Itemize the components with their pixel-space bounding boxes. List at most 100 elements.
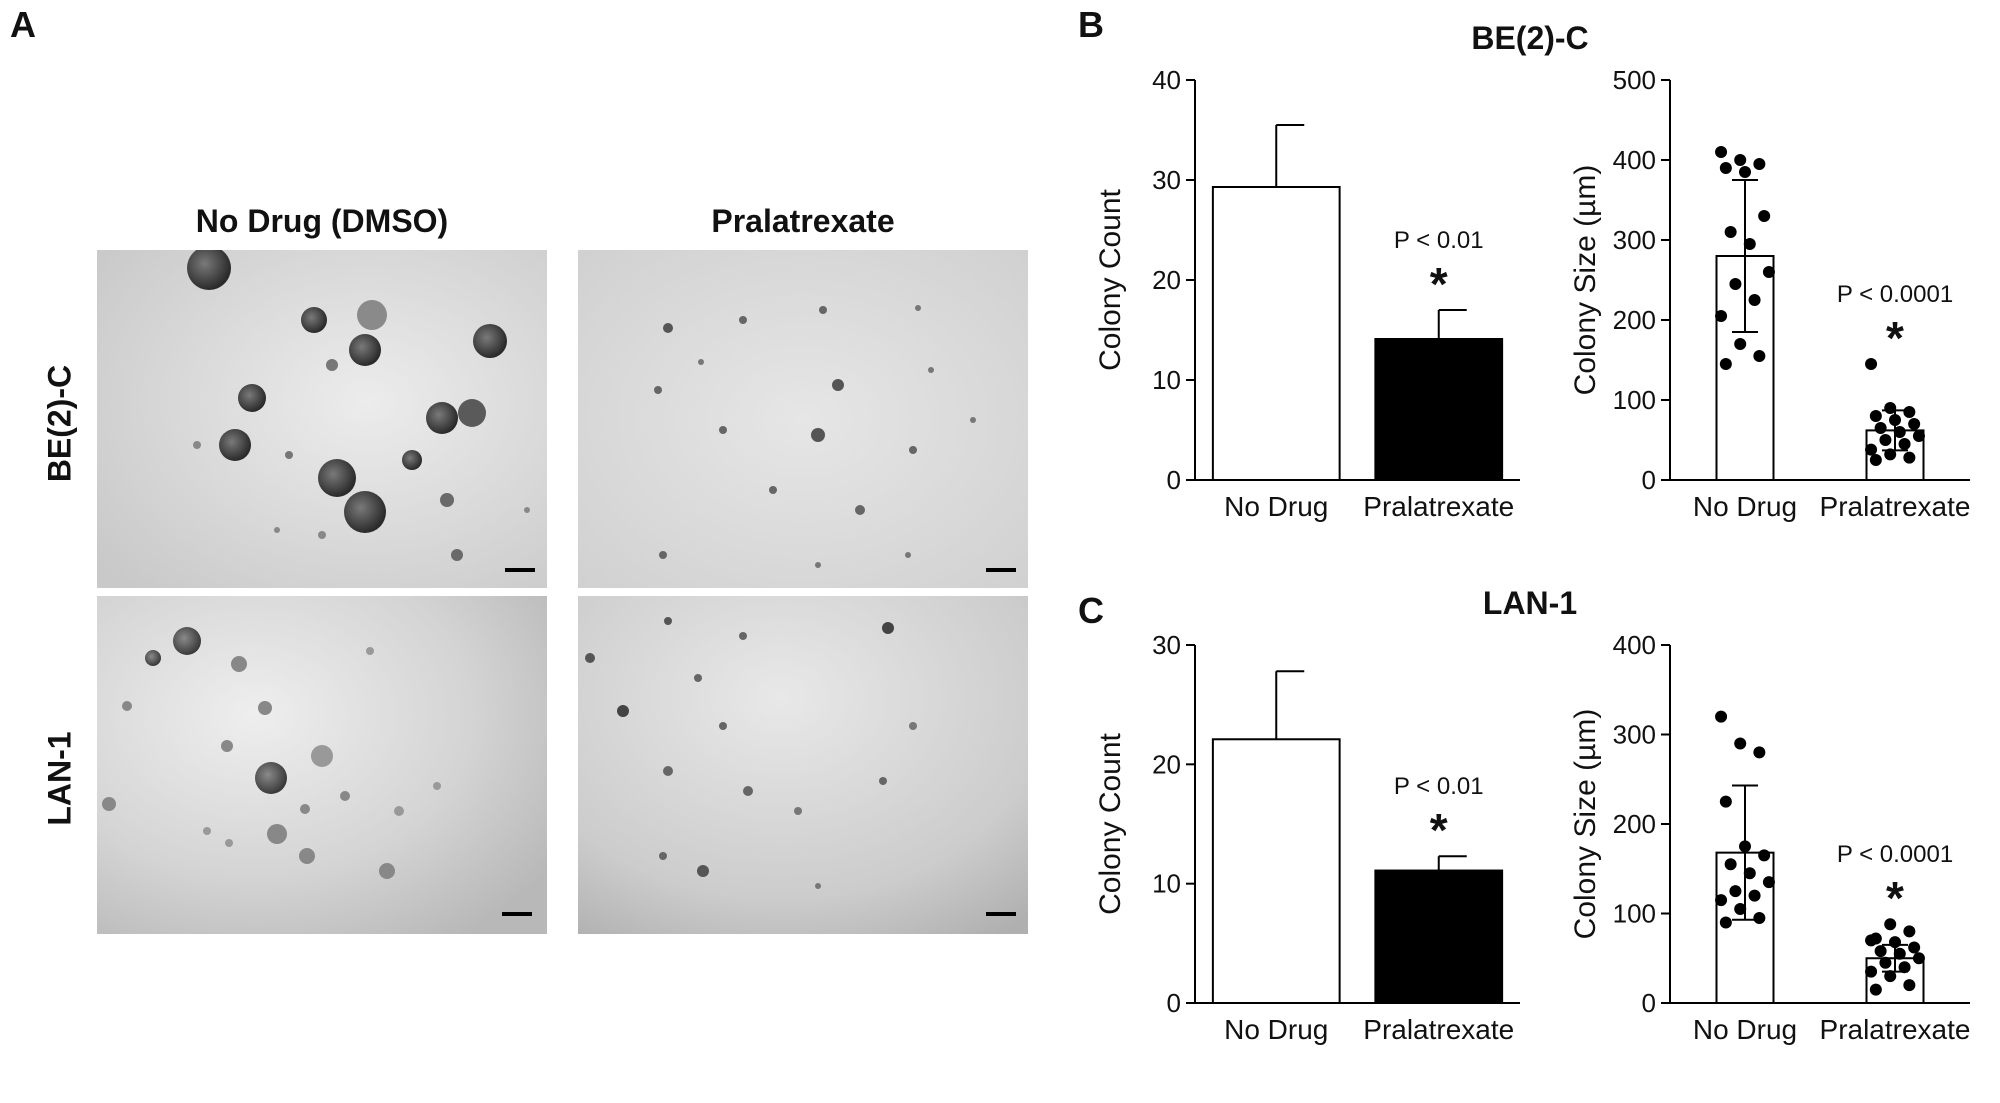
- b-size-y-tick-label: 400: [1613, 145, 1656, 175]
- c-count-y-tick-label: 30: [1152, 630, 1181, 660]
- c-size-y-tick-label: 0: [1642, 988, 1656, 1018]
- c-size-point: [1912, 952, 1925, 965]
- c-count-bar-1: [1374, 869, 1504, 1004]
- c-size-point: [1729, 885, 1742, 898]
- chart-b-colony-size: 0 100 200 300 400 500 Colony Size (µm) No Drug P…: [1555, 55, 2000, 575]
- chart-c-colony-size: 0 100 200 300 400 Colony Size (µm) No Drug Pral…: [1555, 620, 2000, 1098]
- c-size-point: [1719, 795, 1732, 808]
- b-count-significance-star: *: [1430, 258, 1448, 310]
- b-count-bar-1: [1374, 338, 1504, 481]
- micrograph-row-label-lan1: LAN-1: [41, 731, 78, 826]
- c-size-y-tick-label: 400: [1613, 630, 1656, 660]
- c-size-point: [1734, 903, 1747, 916]
- b-size-point: [1724, 226, 1737, 238]
- c-size-point: [1715, 894, 1728, 907]
- micrograph-title-pralatrexate: Pralatrexate: [711, 203, 895, 239]
- b-size-point: [1903, 406, 1916, 418]
- c-size-point: [1865, 965, 1878, 978]
- micrograph-title-no-drug: No Drug (DMSO): [195, 203, 449, 239]
- b-size-point: [1719, 162, 1732, 174]
- c-size-y-label: Colony Size (µm): [1569, 709, 1602, 940]
- b-count-y-tick-label: 10: [1152, 365, 1181, 395]
- b-size-point: [1893, 426, 1906, 438]
- b-size-category-label-0: No Drug: [1693, 491, 1797, 522]
- c-count-y-label: Colony Count: [1094, 732, 1127, 914]
- b-size-point: [1739, 166, 1751, 178]
- c-size-point: [1743, 867, 1756, 880]
- c-size-point: [1879, 956, 1892, 969]
- c-size-y-tick-label: 200: [1613, 809, 1656, 839]
- micrograph-lan1-pralatrexate: [578, 596, 1028, 934]
- b-size-point: [1865, 358, 1878, 370]
- micrograph-be2c-pralatrexate: [578, 250, 1028, 588]
- b-size-point: [1874, 422, 1887, 434]
- b-size-significance-star: *: [1886, 312, 1904, 364]
- b-size-point: [1884, 402, 1897, 414]
- b-size-point: [1898, 438, 1911, 450]
- c-size-point: [1724, 858, 1737, 871]
- b-size-point: [1884, 448, 1897, 461]
- b-count-bar-0: [1211, 186, 1341, 481]
- c-size-category-label-1: Pralatrexate: [1820, 1014, 1971, 1045]
- c-count-p-value: P < 0.01: [1394, 773, 1484, 800]
- b-size-y-tick-label: 200: [1613, 305, 1656, 335]
- b-size-point: [1912, 430, 1925, 442]
- section-title-lan1: LAN-1: [1482, 585, 1578, 621]
- c-size-point: [1884, 918, 1897, 931]
- b-count-y-tick-label: 30: [1152, 165, 1181, 195]
- c-size-point: [1869, 932, 1882, 945]
- c-size-point: [1898, 961, 1911, 974]
- c-size-point: [1739, 840, 1751, 853]
- c-size-point: [1903, 979, 1916, 992]
- chart-b-colony-count: 0 10 20 30 40 Colony Count No Drug Pralatrexate…: [1080, 55, 1550, 575]
- c-size-point: [1734, 737, 1747, 750]
- b-size-point: [1869, 410, 1882, 422]
- c-size-point: [1908, 941, 1921, 954]
- b-size-point: [1734, 338, 1747, 350]
- c-count-y-tick-label: 10: [1152, 869, 1181, 899]
- b-size-point: [1865, 443, 1878, 456]
- c-size-point: [1903, 925, 1916, 938]
- b-count-y-tick-label: 0: [1167, 465, 1181, 495]
- b-size-category-label-1: Pralatrexate: [1820, 491, 1971, 522]
- c-size-point: [1762, 876, 1775, 889]
- b-size-point: [1715, 146, 1728, 158]
- c-size-point: [1884, 970, 1897, 983]
- b-size-y-label: Colony Size (µm): [1569, 165, 1602, 396]
- b-size-point: [1889, 414, 1901, 426]
- chart-c-colony-count: 0 10 20 30 Colony Count No Drug Pralatrexate * P…: [1080, 620, 1550, 1098]
- c-size-point: [1869, 983, 1882, 996]
- b-count-category-label-1: Pralatrexate: [1363, 491, 1514, 522]
- b-count-y-tick-label: 20: [1152, 265, 1181, 295]
- b-size-y-tick-label: 300: [1613, 225, 1656, 255]
- micrograph-be2c-no-drug: [97, 250, 547, 588]
- c-size-point: [1758, 849, 1771, 862]
- c-count-category-label-1: Pralatrexate: [1363, 1014, 1514, 1045]
- c-count-significance-star: *: [1430, 804, 1448, 856]
- c-size-point: [1748, 889, 1761, 902]
- c-size-point: [1753, 746, 1766, 759]
- section-title-be2c: BE(2)-C: [1471, 20, 1589, 56]
- c-size-y-tick-label: 300: [1613, 720, 1656, 750]
- panel-letter-c: C: [1078, 590, 1104, 631]
- b-size-point: [1758, 210, 1771, 222]
- b-size-point: [1869, 454, 1882, 466]
- b-count-p-value: P < 0.01: [1394, 227, 1484, 254]
- panel-letter-b: B: [1078, 4, 1104, 45]
- micrograph-lan1-no-drug: [97, 596, 547, 934]
- b-size-point: [1753, 158, 1766, 170]
- b-count-category-label-0: No Drug: [1224, 491, 1328, 522]
- b-count-y-label: Colony Count: [1094, 188, 1127, 370]
- b-size-point: [1719, 358, 1732, 370]
- b-size-point: [1903, 451, 1916, 464]
- b-size-point: [1715, 310, 1728, 322]
- c-count-y-tick-label: 0: [1167, 988, 1181, 1018]
- b-size-point: [1879, 434, 1892, 446]
- c-count-y-tick-label: 20: [1152, 749, 1181, 779]
- b-size-point: [1762, 266, 1775, 278]
- c-size-point: [1893, 947, 1906, 960]
- c-size-point: [1874, 945, 1887, 958]
- b-size-p-value: P < 0.0001: [1837, 281, 1953, 308]
- micrograph-row-label-be2c: BE(2)-C: [41, 364, 78, 483]
- b-size-point: [1748, 294, 1761, 306]
